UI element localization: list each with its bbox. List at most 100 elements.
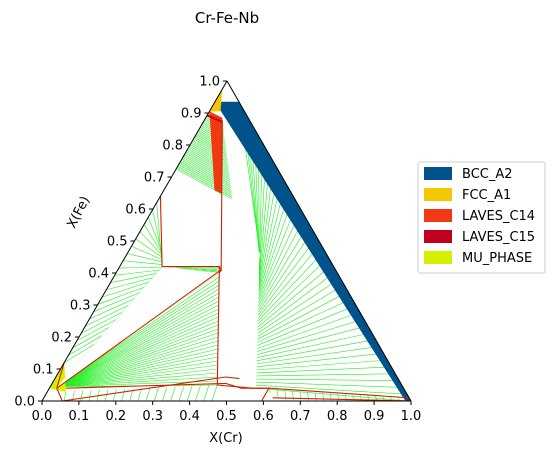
legend-label-laves-c15: LAVES_C15 bbox=[462, 230, 535, 245]
tie-line bbox=[57, 308, 219, 387]
tie-line bbox=[292, 391, 294, 402]
y-tick-label: 0.5 bbox=[107, 235, 128, 250]
tie-line bbox=[203, 385, 210, 402]
tie-line bbox=[177, 165, 232, 196]
tie-line bbox=[57, 288, 220, 387]
tie-line bbox=[57, 296, 220, 387]
tie-line bbox=[57, 328, 219, 387]
tie-line bbox=[170, 386, 176, 402]
tie-line bbox=[57, 300, 219, 387]
tie-line bbox=[57, 332, 219, 387]
tie-line bbox=[178, 164, 232, 194]
tie-line bbox=[257, 312, 359, 349]
phase-boundary bbox=[56, 362, 65, 389]
hypotenuse-line bbox=[226, 80, 412, 402]
tie-line bbox=[257, 264, 332, 328]
tie-line bbox=[322, 392, 325, 402]
tie-line bbox=[211, 384, 218, 402]
tie-line bbox=[256, 384, 406, 395]
tie-line bbox=[57, 348, 219, 387]
x-tick-label: 0.0 bbox=[32, 409, 53, 424]
chart-title: Cr-Fe-Nb bbox=[195, 9, 259, 27]
legend: BCC_A2 FCC_A1 LAVES_C14 LAVES_C15 MU_PHASE bbox=[417, 161, 546, 274]
x-tick-label: 0.9 bbox=[364, 409, 385, 424]
y-tick-label: 1.0 bbox=[199, 75, 220, 90]
tie-line bbox=[257, 291, 348, 340]
plot-area: 0.0 0.1 0.2 0.3 0.4 0.5 0.6 0.7 0.8 0.9 1.0 0.0 0.1… bbox=[14, 75, 421, 425]
tie-line bbox=[113, 389, 117, 402]
phase-boundary bbox=[272, 397, 412, 402]
x-tick-label: 0.7 bbox=[290, 409, 311, 424]
tie-line bbox=[57, 368, 218, 387]
tie-line bbox=[180, 161, 232, 190]
x-tick-label: 0.2 bbox=[105, 409, 126, 424]
tie-line bbox=[104, 389, 109, 402]
tie-line bbox=[137, 388, 142, 402]
y-axis-ticks: 0.0 0.1 0.2 0.3 0.4 0.5 0.6 0.7 0.8 0.9 1.0 bbox=[14, 75, 227, 410]
tie-line bbox=[256, 332, 371, 358]
tie-line bbox=[186, 385, 193, 402]
y-tick-label: 0.3 bbox=[70, 299, 91, 314]
phase-boundaries bbox=[56, 114, 412, 402]
phase-boundary bbox=[268, 387, 410, 399]
y-tick-label: 0.4 bbox=[88, 267, 109, 282]
legend-swatch-fcc-a1 bbox=[424, 188, 452, 201]
tie-line bbox=[179, 162, 232, 192]
phase-boundary bbox=[62, 376, 240, 402]
tie-line bbox=[57, 376, 218, 387]
x-tick-label: 0.3 bbox=[142, 409, 163, 424]
y-tick-label: 0.2 bbox=[51, 331, 72, 346]
tie-line bbox=[258, 217, 305, 306]
x-tick-label: 0.8 bbox=[327, 409, 348, 424]
tie-line bbox=[181, 158, 231, 186]
phase-region-laves-c15-edge bbox=[206, 114, 223, 123]
y-tick-label: 0.0 bbox=[14, 395, 35, 410]
tie-line bbox=[256, 359, 386, 371]
tie-line bbox=[257, 305, 356, 346]
tie-line bbox=[57, 324, 219, 387]
x-tick-label: 1.0 bbox=[401, 409, 422, 424]
y-tick-label: 0.7 bbox=[144, 171, 165, 186]
tie-line bbox=[57, 340, 219, 387]
tie-line bbox=[88, 390, 92, 402]
tie-line bbox=[258, 230, 313, 313]
tie-line bbox=[257, 285, 344, 337]
single-phase-region bbox=[56, 266, 220, 389]
legend-swatch-bcc-a2 bbox=[424, 167, 452, 180]
x-axis-label: X(Cr) bbox=[209, 431, 242, 446]
tie-line bbox=[178, 386, 184, 402]
tie-line bbox=[180, 160, 231, 188]
tie-line bbox=[57, 292, 220, 387]
tie-line bbox=[257, 319, 363, 352]
legend-swatch-laves-c15 bbox=[424, 230, 452, 243]
tie-line bbox=[176, 167, 233, 198]
tie-line bbox=[80, 390, 84, 402]
phase-boundary bbox=[56, 269, 222, 389]
tie-line bbox=[256, 346, 379, 365]
tie-line bbox=[57, 280, 220, 387]
tie-line bbox=[154, 387, 159, 402]
tie-line bbox=[258, 210, 302, 303]
tie-line bbox=[258, 224, 309, 309]
tie-line bbox=[57, 360, 218, 387]
tie-line bbox=[314, 392, 317, 402]
tie-line bbox=[284, 390, 287, 402]
y-tick-label: 0.6 bbox=[125, 203, 146, 218]
tie-line bbox=[57, 344, 219, 387]
tie-line bbox=[57, 352, 218, 387]
legend-swatch-laves-c14 bbox=[424, 209, 452, 222]
y-tick-label: 0.9 bbox=[181, 107, 202, 122]
tie-line bbox=[257, 244, 321, 319]
tie-line bbox=[57, 336, 219, 387]
tie-line bbox=[256, 373, 394, 377]
tie-line bbox=[57, 364, 218, 387]
x-tick-label: 0.5 bbox=[216, 409, 237, 424]
x-tick-label: 0.1 bbox=[69, 409, 90, 424]
tie-line bbox=[57, 284, 220, 387]
tie-line bbox=[145, 387, 151, 402]
tie-line bbox=[195, 385, 201, 402]
tie-line bbox=[256, 381, 402, 388]
legend-swatch-mu-phase bbox=[424, 251, 452, 264]
tie-line bbox=[256, 353, 383, 368]
tie-line bbox=[57, 320, 219, 387]
